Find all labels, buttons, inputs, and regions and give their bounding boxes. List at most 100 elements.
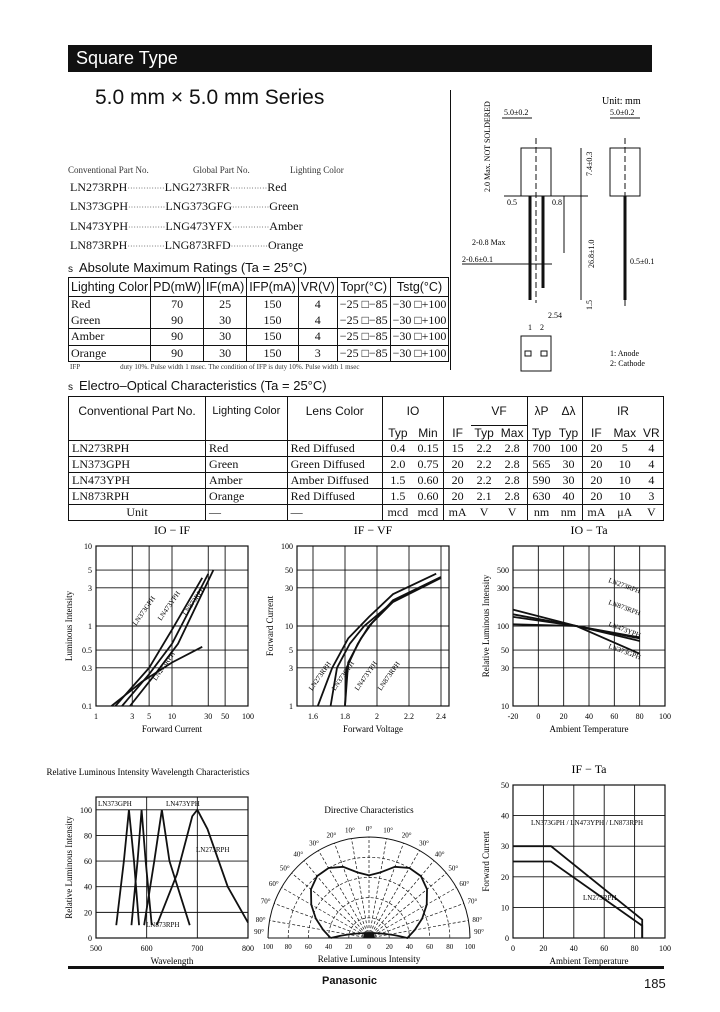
leader-dots: ·············· <box>128 222 166 232</box>
series-label: LN373GPH <box>607 642 642 661</box>
part-list-item: LN373GPH··············LNG373GFG·········… <box>70 199 299 214</box>
table-cell: 630 <box>527 488 555 505</box>
table-cell: 1.5 <box>381 472 413 489</box>
series-line <box>513 845 644 938</box>
series-title: 5.0 mm × 5.0 mm Series <box>95 86 325 109</box>
angle-label: 80° <box>256 916 266 924</box>
table-cell: 90 <box>150 345 204 362</box>
x-tick-label: 1.8 <box>340 712 350 721</box>
chart-title: IF − VF <box>354 523 393 537</box>
y-tick-label: 20 <box>84 908 92 917</box>
angle-label: 60° <box>459 880 469 888</box>
series-line <box>130 809 153 926</box>
table-row: LN473YPH Amber Amber Diffused 1.5 0.60 20 2.2 2… <box>68 472 664 489</box>
table-cell: 150 <box>246 328 299 345</box>
eo-subheader: VR <box>643 425 660 440</box>
abs-max-header: PD(mW) <box>150 277 204 297</box>
section-header: Square Type <box>68 45 652 72</box>
y-tick-label: 40 <box>84 883 92 892</box>
eo-subheader: IF <box>581 425 610 441</box>
table-cell: 15 <box>443 440 472 457</box>
y-tick-label: 5 <box>88 566 92 575</box>
lighting-color: Orange <box>267 237 304 252</box>
angle-label: 30° <box>419 840 429 848</box>
y-tick-label: 50 <box>501 646 509 655</box>
footnote-text: duty 10%. Pulse width 1 msec. The condit… <box>120 363 360 371</box>
x-tick-label: 60 <box>600 944 608 953</box>
table-cell: 20 <box>581 488 610 505</box>
series-line <box>316 572 437 707</box>
table-cell: mA <box>443 504 472 521</box>
table-cell: mA <box>581 504 610 521</box>
angle-label: 60° <box>269 880 279 888</box>
x-tick-label: 20 <box>539 944 547 953</box>
table-row: Amber 90 30 150 4 −25 □−85 −30 □+100 <box>67 328 449 345</box>
table-cell: −25 □−85 <box>336 328 391 345</box>
chart-2: -20 0 20 40 60 80 100 10 30 50 100 300 500 LN273RPH LN… <box>481 523 671 734</box>
table-cell: 0.4 <box>381 440 413 457</box>
table-row: LN873RPH Orange Red Diffused 1.5 0.60 20 2.1 2.… <box>68 488 664 505</box>
part-list-item: LN273RPH··············LNG273RFR·········… <box>70 180 287 195</box>
leader-dots: ·············· <box>128 203 166 213</box>
x-axis-label: Relative Luminous Intensity <box>318 954 421 964</box>
y-tick-label: 30 <box>501 842 509 851</box>
table-cell: LN873RPH <box>68 488 206 505</box>
angle-label: 50° <box>280 864 290 872</box>
table-cell: −30 □+100 <box>389 328 449 345</box>
y-tick-label: 0 <box>88 934 92 943</box>
x-tick-label: 80 <box>636 712 644 721</box>
y-tick-label: 60 <box>84 857 92 866</box>
table-cell: −25 □−85 <box>336 312 391 329</box>
table-cell: −30 □+100 <box>389 296 449 313</box>
series-label: LN373GPH <box>98 800 132 808</box>
table-cell: 90 <box>150 328 204 345</box>
bullet: s <box>68 264 73 275</box>
table-cell: 0.15 <box>412 440 444 457</box>
dimension-label: 5.0±0.2 <box>610 108 634 117</box>
table-cell: V <box>471 504 498 521</box>
series-line <box>512 613 641 655</box>
x-tick-label: 600 <box>141 944 153 953</box>
abs-max-heading: s Absolute Maximum Ratings (Ta = 25°C) <box>68 260 307 275</box>
x-tick-label: 40 <box>585 712 593 721</box>
eo-header-dl: Δλ <box>561 403 576 418</box>
footer-rule <box>68 966 664 969</box>
series-label: LN273RPH <box>607 576 641 595</box>
y-tick-label: 3 <box>88 584 92 593</box>
angle-label: 0° <box>366 825 373 833</box>
table-cell: V <box>639 504 664 521</box>
dimension-label: 0.5±0.1 <box>630 257 654 266</box>
table-cell: −25 □−85 <box>336 345 391 362</box>
y-tick-label: 40 <box>501 812 509 821</box>
eo-header-lighting: Lighting Color <box>205 396 288 426</box>
table-cell: Amber <box>205 472 288 489</box>
brand-logo: Panasonic <box>322 975 378 987</box>
angle-label: 40° <box>293 851 303 859</box>
chart-1: 1.6 1.8 2 2.2 2.4135103050100LN273RPHLN373GP… <box>265 523 450 734</box>
angle-label: 90° <box>254 928 264 936</box>
x-tick-label: 2.2 <box>404 712 414 721</box>
leader-dots: ·············· <box>230 241 268 251</box>
table-cell: 4 <box>639 472 664 489</box>
conventional-part-no: LN373GPH <box>70 199 129 214</box>
outline-drawing: 5.0±0.2 5.0±0.2 7.4±0.3 2.0 Max. NOT SOLDER… <box>462 96 654 372</box>
table-cell: 150 <box>246 312 299 329</box>
x-tick-label: 10 <box>168 712 176 721</box>
conventional-part-no: LN273RPH <box>70 180 128 194</box>
table-cell: 565 <box>527 456 555 473</box>
y-tick-label: 0.1 <box>82 702 92 711</box>
polar-spoke <box>368 850 420 939</box>
table-cell: 30 <box>203 345 247 362</box>
abs-max-header: Topr(°C) <box>336 277 391 297</box>
x-tick-label: 20 <box>560 712 568 721</box>
y-tick-label: 100 <box>497 622 509 631</box>
polar-spoke <box>303 860 370 939</box>
table-cell: 4 <box>297 328 338 345</box>
polar-spoke <box>368 842 404 939</box>
table-cell: Amber <box>67 328 151 345</box>
y-tick-label: 30 <box>501 664 509 673</box>
eo-heading: s Electro–Optical Characteristics (Ta = 2… <box>68 378 327 393</box>
x-tick-label: 100 <box>263 943 274 951</box>
table-cell: 10 <box>609 488 640 505</box>
table-cell: 70 <box>150 296 204 313</box>
